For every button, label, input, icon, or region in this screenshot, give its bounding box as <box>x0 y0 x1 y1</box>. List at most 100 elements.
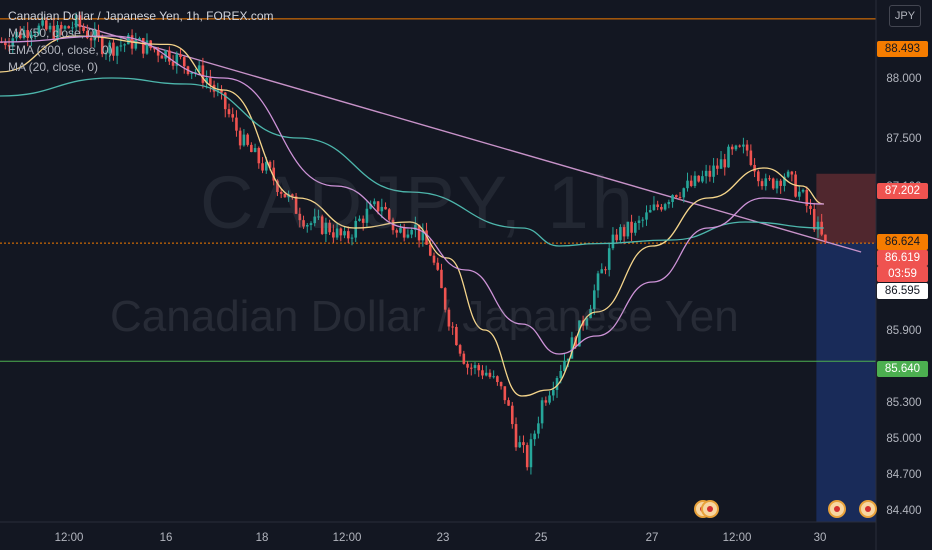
candle-body <box>667 201 671 205</box>
candle-body <box>824 234 827 242</box>
candle-body <box>481 370 484 376</box>
candle-body <box>801 189 805 192</box>
candle-body <box>790 171 794 175</box>
candle-body <box>242 134 246 146</box>
watermark-symbol: CADJPY, 1h <box>200 161 636 244</box>
ma20-line <box>0 35 824 355</box>
candle-body <box>223 92 227 110</box>
candle-body <box>637 220 641 224</box>
candle-body <box>56 25 59 40</box>
candle-body <box>697 175 700 182</box>
candle-body <box>518 442 522 448</box>
ma50-line <box>0 35 824 397</box>
candle-body <box>566 358 570 361</box>
candle-body <box>522 442 525 446</box>
candle-body <box>201 65 205 83</box>
candle-body <box>264 161 268 171</box>
candle-body <box>540 400 544 424</box>
candle-body <box>89 38 93 41</box>
price-tick-label: 87.500 <box>886 133 921 145</box>
candle-body <box>414 224 417 230</box>
candle-body <box>421 230 425 241</box>
candle-body <box>238 130 242 146</box>
candle-body <box>510 405 514 425</box>
candle-body <box>473 365 477 368</box>
candle-body <box>745 144 749 151</box>
candle-body <box>730 146 734 150</box>
candle-body <box>779 180 782 186</box>
candle-body <box>160 55 164 59</box>
candle-body <box>514 424 518 448</box>
candle-body <box>660 206 663 210</box>
candle-body <box>361 218 365 223</box>
candle-body <box>332 232 335 238</box>
candle-body <box>738 145 741 147</box>
candle-body <box>4 42 7 46</box>
candle-body <box>78 15 82 28</box>
candle-body <box>671 195 674 202</box>
candle-body <box>440 269 443 289</box>
candle-body <box>15 31 18 39</box>
candle-body <box>7 45 11 47</box>
canada-flag-event-icon[interactable] <box>701 500 719 518</box>
candle-body <box>551 389 555 396</box>
candle-body <box>771 178 775 189</box>
candle-body <box>525 445 529 468</box>
candle-body <box>417 224 421 241</box>
candle-body <box>607 248 611 270</box>
candle-body <box>805 189 809 206</box>
candle-body <box>477 365 481 371</box>
candle-body <box>563 360 566 371</box>
time-tick-label: 16 <box>160 532 173 544</box>
candle-body <box>30 34 33 39</box>
time-tick-label: 25 <box>535 532 548 544</box>
watermark-description: Canadian Dollar / Japanese Yen <box>110 292 739 341</box>
trendline <box>74 23 862 253</box>
candle-body <box>250 144 253 153</box>
candle-body <box>734 145 738 150</box>
candle-body <box>432 255 436 263</box>
canada-flag-event-icon[interactable] <box>859 500 877 518</box>
time-tick-label: 30 <box>814 532 827 544</box>
candle-body <box>317 216 320 218</box>
candle-body <box>22 30 26 39</box>
candle-body <box>268 161 272 168</box>
calendar-event-icon[interactable] <box>828 500 846 518</box>
candle-body <box>328 222 331 233</box>
candle-body <box>52 25 56 40</box>
candle-body <box>261 163 264 171</box>
candle-body <box>354 220 358 238</box>
candle-body <box>783 176 786 186</box>
candle-body <box>548 395 551 403</box>
candle-body <box>630 221 633 233</box>
candle-body <box>279 191 283 194</box>
candle-body <box>559 370 563 379</box>
price-tick-label: 84.700 <box>886 469 921 481</box>
candle-body <box>615 234 618 241</box>
candle-body <box>48 25 52 30</box>
candle-body <box>324 222 328 234</box>
candle-body <box>656 204 659 207</box>
candle-body <box>86 30 89 39</box>
candle-body <box>335 228 339 238</box>
resistance-price-tag: 88.493 <box>877 41 928 57</box>
candle-body <box>231 114 235 118</box>
candle-body <box>622 227 626 237</box>
candle-body <box>716 165 719 169</box>
candle-body <box>257 148 261 164</box>
candle-body <box>115 46 119 56</box>
candle-body <box>585 318 589 326</box>
candle-body <box>533 433 536 440</box>
candle-body <box>26 30 29 39</box>
candle-body <box>194 71 197 73</box>
candle-body <box>675 195 678 198</box>
candle-body <box>41 20 44 26</box>
stop-zone <box>816 173 876 244</box>
last-price-tag: 86.619 <box>877 250 928 266</box>
candle-body <box>689 180 693 186</box>
candle-body <box>134 40 138 49</box>
candle-body <box>276 180 279 192</box>
currency-button[interactable]: JPY <box>889 5 921 27</box>
